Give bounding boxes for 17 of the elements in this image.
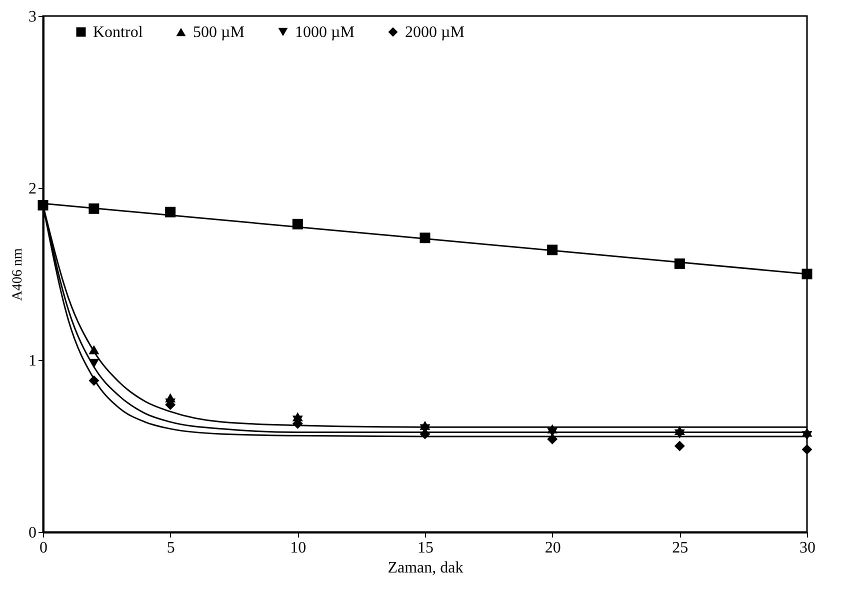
x-tick-label: 25 bbox=[672, 540, 688, 556]
x-tick-label: 20 bbox=[544, 540, 561, 556]
legend-label: 500 µM bbox=[193, 24, 244, 41]
x-tick-label: 0 bbox=[40, 540, 48, 556]
legend-label: Kontrol bbox=[93, 24, 144, 41]
y-axis-title: A406 nm bbox=[10, 248, 26, 301]
y-tick-label: 3 bbox=[28, 8, 36, 26]
x-tick-label: 10 bbox=[290, 540, 306, 556]
x-tick-label: 30 bbox=[800, 540, 816, 556]
legend-label: 1000 µM bbox=[295, 24, 354, 41]
x-axis-title: Zaman, dak bbox=[388, 560, 464, 576]
legend-label: 2000 µM bbox=[405, 24, 464, 41]
y-tick-label: 0 bbox=[28, 524, 36, 542]
x-tick-label: 15 bbox=[418, 540, 434, 556]
y-tick-label: 1 bbox=[28, 352, 36, 370]
y-tick-label: 2 bbox=[28, 180, 36, 198]
x-tick-label: 5 bbox=[166, 540, 175, 556]
